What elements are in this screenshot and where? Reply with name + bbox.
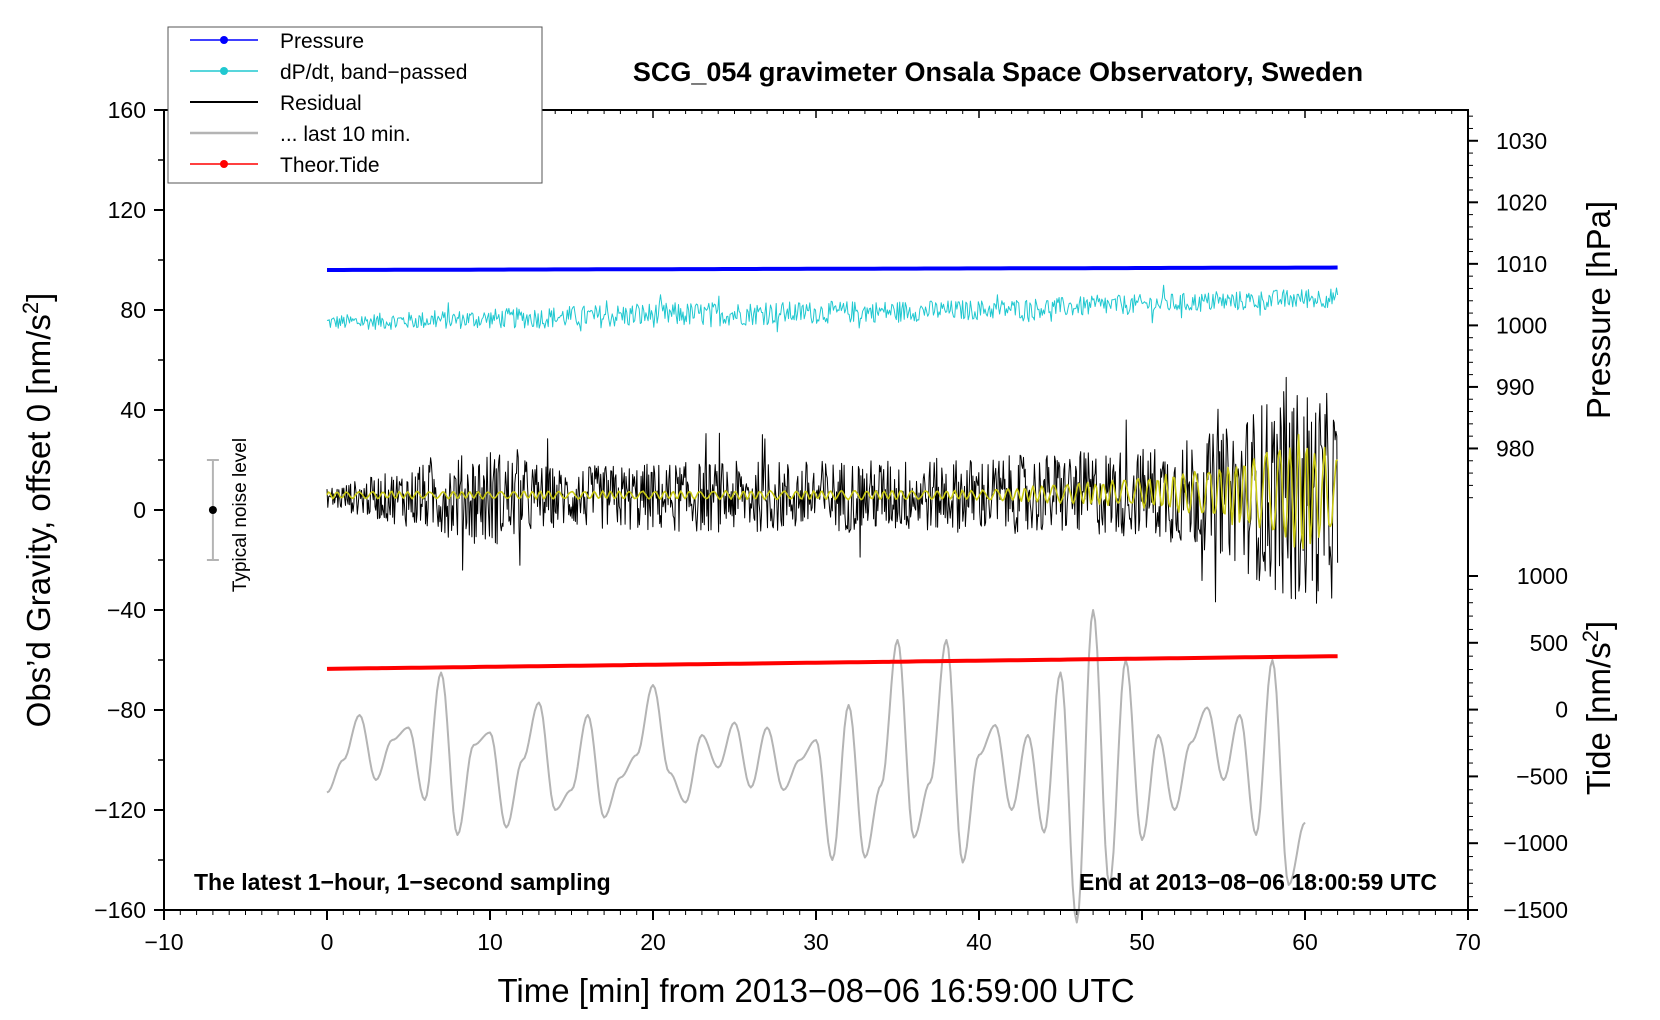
noise-level-dot bbox=[208, 506, 217, 514]
tide-axis-title-main: Tide [nm/s bbox=[1580, 642, 1617, 795]
x-tick-label-7: 60 bbox=[1292, 929, 1318, 955]
x-tick-label-1: 0 bbox=[321, 929, 334, 955]
x-tick-label-6: 50 bbox=[1129, 929, 1155, 955]
tide-tick-label-2: 0 bbox=[1555, 697, 1568, 723]
y-tick-label-4: 0 bbox=[133, 497, 146, 523]
legend-label-dpdt: dP/dt, band−passed bbox=[280, 61, 467, 84]
x-tick-label-2: 10 bbox=[477, 929, 503, 955]
y-tick-label-5: −40 bbox=[107, 597, 146, 623]
pressure-tick-label-3: 1000 bbox=[1496, 312, 1547, 338]
pressure-tick-label-1: 1020 bbox=[1496, 189, 1547, 215]
annotation-end-time: End at 2013−08−06 18:00:59 UTC bbox=[1079, 869, 1437, 895]
legend-label-residual: Residual bbox=[280, 92, 362, 115]
y-tick-label-0: 160 bbox=[108, 97, 146, 123]
y-tick-label-6: −80 bbox=[107, 697, 146, 723]
pressure-axis-title: Pressure [hPa] bbox=[1580, 201, 1617, 419]
tide-axis-title-end: ] bbox=[1580, 621, 1617, 630]
tide-tick-label-5: −1500 bbox=[1503, 897, 1568, 923]
legend-marker-pressure bbox=[220, 36, 228, 44]
tide-tick-label-3: −500 bbox=[1516, 763, 1568, 789]
pressure-tick-label-4: 990 bbox=[1496, 374, 1534, 400]
legend-label-last10: ... last 10 min. bbox=[280, 123, 411, 146]
legend-marker-dpdt bbox=[220, 67, 228, 75]
series-theor-tide-line bbox=[326, 654, 1338, 671]
tide-tick-label-1: 500 bbox=[1530, 630, 1568, 656]
pressure-tick-label-2: 1010 bbox=[1496, 251, 1547, 277]
x-tick-label-4: 30 bbox=[803, 929, 829, 955]
series-residual-line bbox=[326, 376, 1339, 604]
y-axis-title-main: Obs’d Gravity, offset 0 [nm/s bbox=[20, 314, 57, 727]
tide-axis-title-sup: 2 bbox=[1578, 630, 1603, 642]
pressure-tick-label-0: 1030 bbox=[1496, 128, 1547, 154]
series-smoothed-residual-line bbox=[326, 433, 1339, 550]
x-tick-label-3: 20 bbox=[640, 929, 666, 955]
series-layer bbox=[326, 265, 1339, 924]
series-pressure-line bbox=[327, 265, 1338, 272]
x-tick-label-8: 70 bbox=[1455, 929, 1481, 955]
x-tick-label-5: 40 bbox=[966, 929, 992, 955]
series-dp-dt-band-passed-line bbox=[326, 284, 1339, 333]
y-axis-title-end: ] bbox=[20, 293, 57, 302]
annotation-sampling: The latest 1−hour, 1−second sampling bbox=[194, 869, 611, 895]
legend-label-pressure: Pressure bbox=[280, 30, 364, 53]
legend-marker-theor-tide bbox=[220, 160, 228, 168]
tide-axis-title: Tide [nm/s2] bbox=[1578, 621, 1617, 795]
tide-tick-label-4: −1000 bbox=[1503, 830, 1568, 856]
y-tick-label-7: −120 bbox=[94, 797, 146, 823]
series-last-10-min-line bbox=[326, 609, 1306, 924]
y-tick-label-8: −160 bbox=[94, 897, 146, 923]
tide-tick-label-0: 1000 bbox=[1517, 563, 1568, 589]
noise-level-label: Typical noise level bbox=[230, 438, 251, 592]
legend-box bbox=[167, 26, 543, 184]
x-axis-title: Time [min] from 2013−08−06 16:59:00 UTC bbox=[497, 972, 1134, 1009]
y-axis-title-sup: 2 bbox=[18, 302, 43, 314]
y-tick-label-3: 40 bbox=[120, 397, 146, 423]
chart-title: SCG_054 gravimeter Onsala Space Observat… bbox=[633, 57, 1363, 87]
y-tick-label-2: 80 bbox=[120, 297, 146, 323]
legend-label-theor-tide: Theor.Tide bbox=[280, 154, 380, 177]
legend: Pressure dP/dt, band−passed Residual ...… bbox=[167, 26, 543, 184]
x-tick-label-0: −10 bbox=[144, 929, 183, 955]
y-tick-label-1: 120 bbox=[108, 197, 146, 223]
pressure-tick-label-5: 980 bbox=[1496, 435, 1534, 461]
y-axis-title: Obs’d Gravity, offset 0 [nm/s2] bbox=[18, 293, 57, 728]
noise-level-indicator: Typical noise level bbox=[206, 438, 251, 592]
